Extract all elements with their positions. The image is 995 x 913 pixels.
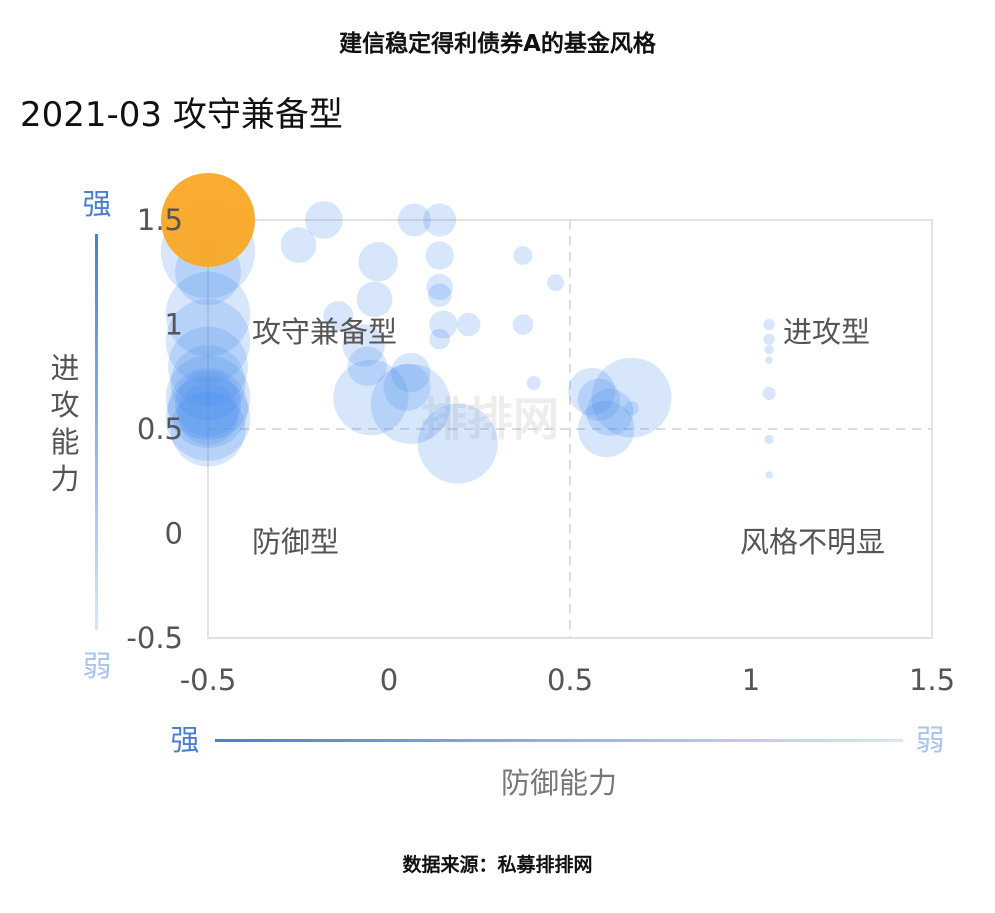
y-axis-label-char: 进 (50, 351, 79, 385)
fund-bubble (426, 273, 453, 301)
fund-bubble (591, 357, 672, 438)
quadrant-label-bottom-right: 风格不明显 (740, 525, 885, 559)
fund-bubble (547, 274, 564, 292)
fund-bubble (765, 471, 773, 479)
fund-bubble (333, 360, 409, 436)
fund-bubble (342, 324, 385, 367)
fund-bubble (578, 400, 635, 458)
fund-bubble (427, 283, 452, 307)
fund-bubble (624, 401, 639, 416)
fund-bubble (383, 363, 431, 411)
quadrant-label-top-right: 进攻型 (783, 315, 870, 349)
grid-layer (207, 219, 933, 639)
y-axis-label-char: 攻 (50, 388, 79, 422)
fund-bubble (165, 298, 251, 384)
y-tick-label: 1 (165, 308, 183, 342)
y-axis-label: 进攻能力 (50, 351, 79, 496)
fund-bubble (429, 328, 451, 350)
period-style-label: 2021-03 攻守兼备型 (20, 95, 343, 135)
fund-bubble (280, 227, 317, 263)
fund-bubble (358, 242, 398, 282)
current-fund-bubble (161, 173, 255, 267)
x-tick-label: 0 (380, 663, 398, 697)
watermark: 排排网 (421, 392, 559, 446)
fund-bubble (512, 314, 534, 335)
fund-bubble (764, 434, 774, 445)
data-source: 数据来源：私募排排网 (402, 854, 593, 876)
fund-bubble (168, 326, 248, 407)
y-tick-label: 0.5 (137, 412, 183, 446)
y-tick-label: -0.5 (126, 621, 183, 655)
fund-bubble (586, 388, 634, 436)
fund-bubble (765, 356, 773, 364)
quadrant-label-top-left: 攻守兼备型 (252, 315, 397, 349)
x-tick-label: 1.5 (909, 663, 955, 697)
fund-bubble (526, 375, 541, 391)
y-axis-label-char: 能 (50, 425, 79, 459)
fund-bubble (423, 203, 457, 237)
x-axis-weak-label: 弱 (915, 723, 944, 757)
fund-bubble (370, 363, 451, 444)
fund-bubble (165, 355, 251, 440)
fund-bubble (429, 310, 458, 339)
tick-layer: -0.5 0 0.5 1 1.5 -0.5 0 0.5 1 1.5 (126, 203, 955, 697)
bubble-layer (161, 173, 776, 484)
fund-bubble (763, 333, 775, 345)
fund-bubble (177, 383, 239, 445)
x-tick-label: -0.5 (180, 663, 237, 697)
y-axis-gradient-bar (95, 234, 98, 630)
x-axis-strong-label: 强 (170, 723, 199, 757)
fund-bubble (456, 312, 481, 337)
y-axis-weak-label: 弱 (82, 649, 111, 683)
x-tick-label: 0.5 (547, 663, 593, 697)
y-axis-label-char: 力 (50, 462, 79, 496)
x-axis-label: 防御能力 (501, 766, 617, 800)
fund-bubble (356, 281, 393, 318)
fund-bubble (513, 246, 533, 265)
x-tick-label: 1 (742, 663, 760, 697)
y-tick-label: 1.5 (137, 203, 183, 237)
fund-bubble (577, 378, 621, 421)
fund-bubble (175, 371, 241, 437)
y-tick-label: 0 (165, 517, 183, 551)
fund-bubble (168, 368, 248, 449)
fund-bubble (764, 344, 774, 355)
fund-bubble (323, 301, 354, 332)
fund-bubble (170, 345, 246, 421)
fund-bubble (165, 376, 251, 461)
quadrant-label-bottom-left: 防御型 (252, 525, 339, 559)
fund-bubble (417, 403, 498, 484)
y-axis-strong-label: 强 (82, 187, 111, 221)
fund-bubble (305, 201, 343, 239)
chart-title: 建信稳定得利债券A的基金风格 (339, 31, 656, 57)
fund-bubble (390, 352, 431, 393)
fund-bubble (568, 367, 616, 415)
fund-bubble (762, 386, 776, 401)
fund-bubble (170, 391, 246, 467)
x-axis-gradient-bar (215, 739, 903, 742)
fund-bubble (165, 271, 251, 357)
fund-bubble (397, 203, 431, 237)
fund-bubble (347, 346, 388, 387)
fund-bubble (763, 318, 775, 331)
fund-bubble (425, 241, 454, 270)
